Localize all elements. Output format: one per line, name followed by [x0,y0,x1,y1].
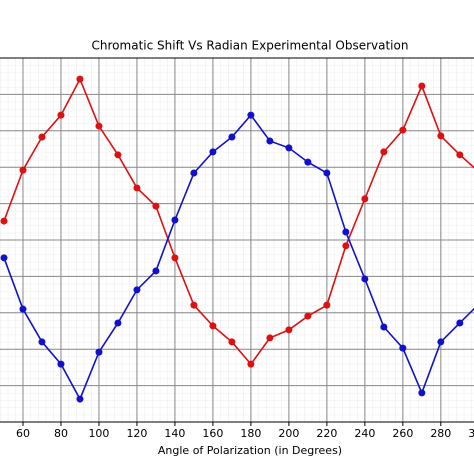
x-tick-label: 260 [392,427,413,440]
x-tick-label: 80 [54,427,68,440]
data-point [76,395,84,403]
data-point [19,305,27,313]
data-point [228,338,236,346]
data-point [114,319,122,327]
plot-frame [0,57,474,423]
data-point [361,275,369,283]
data-point [285,326,293,334]
data-point [437,338,445,346]
data-point [304,158,312,166]
data-point [247,360,255,368]
data-point [133,184,141,192]
data-point [209,322,217,330]
data-point [380,323,388,331]
x-tick-label: 120 [126,427,147,440]
data-point [437,132,445,140]
data-point [57,111,65,119]
data-point [323,169,331,177]
x-tick-label: 100 [88,427,109,440]
data-point [342,228,350,236]
data-point [456,151,464,159]
data-point [266,137,274,145]
data-point [190,301,198,309]
data-point [95,348,103,356]
data-point [228,133,236,141]
x-tick-label: 280 [430,427,451,440]
data-point [418,389,426,397]
x-axis-label: Angle of Polarization (in Degrees) [158,444,342,457]
data-point [456,319,464,327]
chart-title: Chromatic Shift Vs Radian Experimental O… [92,39,409,53]
data-point [247,111,255,119]
data-point [57,360,65,368]
x-tick-label: 60 [16,427,30,440]
data-point [380,148,388,156]
data-point [209,148,217,156]
data-point [171,216,179,224]
data-point [342,242,350,250]
x-tick-label: 180 [240,427,261,440]
data-point [266,334,274,342]
x-tick-label: 140 [164,427,185,440]
x-tick-label: 200 [278,427,299,440]
data-point [361,195,369,203]
data-point [0,254,8,262]
data-point [114,151,122,159]
data-point [0,217,8,225]
data-point [38,338,46,346]
data-point [76,75,84,83]
x-tick-label: 220 [316,427,337,440]
x-tick-label: 300 [468,427,474,440]
data-point [399,126,407,134]
data-point [19,166,27,174]
data-point [152,202,160,210]
data-point [190,169,198,177]
data-point [399,344,407,352]
data-point [285,144,293,152]
data-point [152,267,160,275]
series-line [3,77,474,366]
data-point [133,286,141,294]
data-point [95,122,103,130]
data-point [323,301,331,309]
data-point [38,133,46,141]
data-point [304,312,312,320]
x-tick-label: 240 [354,427,375,440]
series-line [3,113,474,401]
data-point [418,82,426,90]
data-point [171,254,179,262]
x-tick-label: 160 [202,427,223,440]
